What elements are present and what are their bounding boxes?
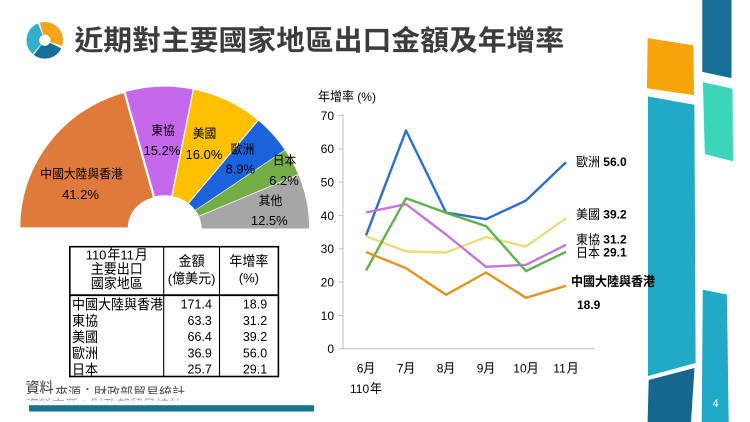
svg-text:6: 6 xyxy=(357,362,364,376)
svg-text:41.2%: 41.2% xyxy=(62,187,99,202)
svg-text:25.7: 25.7 xyxy=(188,363,212,377)
svg-text:18.9: 18.9 xyxy=(243,298,267,312)
svg-text:31.2: 31.2 xyxy=(243,314,267,328)
svg-text:29.1: 29.1 xyxy=(243,363,267,377)
svg-text:(: ( xyxy=(168,271,173,286)
svg-text:10: 10 xyxy=(513,362,527,376)
svg-text:40: 40 xyxy=(321,209,335,223)
svg-text:110: 110 xyxy=(350,382,369,396)
svg-text:66.4: 66.4 xyxy=(188,330,212,344)
svg-text:9: 9 xyxy=(477,362,484,376)
svg-text:6.2%: 6.2% xyxy=(269,173,299,188)
svg-text:(%): (%) xyxy=(357,90,376,104)
svg-text:18.9: 18.9 xyxy=(577,298,601,312)
svg-text:171.4: 171.4 xyxy=(181,298,212,312)
svg-text:56.0: 56.0 xyxy=(603,155,627,169)
svg-text:11: 11 xyxy=(120,248,133,263)
svg-text:30: 30 xyxy=(321,242,335,256)
svg-text:63.3: 63.3 xyxy=(188,314,212,328)
svg-text:10: 10 xyxy=(321,309,335,323)
svg-text:56.0: 56.0 xyxy=(243,346,267,360)
svg-text:4: 4 xyxy=(712,398,718,410)
svg-text:110: 110 xyxy=(86,248,107,263)
svg-text:(%): (%) xyxy=(239,271,259,286)
svg-text:0: 0 xyxy=(327,342,334,356)
svg-text:16.0%: 16.0% xyxy=(186,147,223,162)
svg-text:7: 7 xyxy=(397,362,404,376)
svg-text:12.5%: 12.5% xyxy=(251,213,288,228)
svg-text:60: 60 xyxy=(321,142,335,156)
svg-text:36.9: 36.9 xyxy=(188,346,212,360)
svg-text:70: 70 xyxy=(321,109,335,123)
svg-text:39.2: 39.2 xyxy=(243,330,267,344)
svg-text:50: 50 xyxy=(321,176,335,190)
svg-text:): ) xyxy=(211,271,215,286)
svg-text:31.2: 31.2 xyxy=(603,233,627,247)
svg-text:11: 11 xyxy=(553,362,566,376)
svg-text:20: 20 xyxy=(321,276,335,290)
svg-text:29.1: 29.1 xyxy=(603,246,627,260)
svg-text:39.2: 39.2 xyxy=(603,207,627,221)
svg-text:15.2%: 15.2% xyxy=(144,143,181,158)
svg-text:8: 8 xyxy=(437,362,444,376)
svg-text:8.9%: 8.9% xyxy=(225,162,255,177)
